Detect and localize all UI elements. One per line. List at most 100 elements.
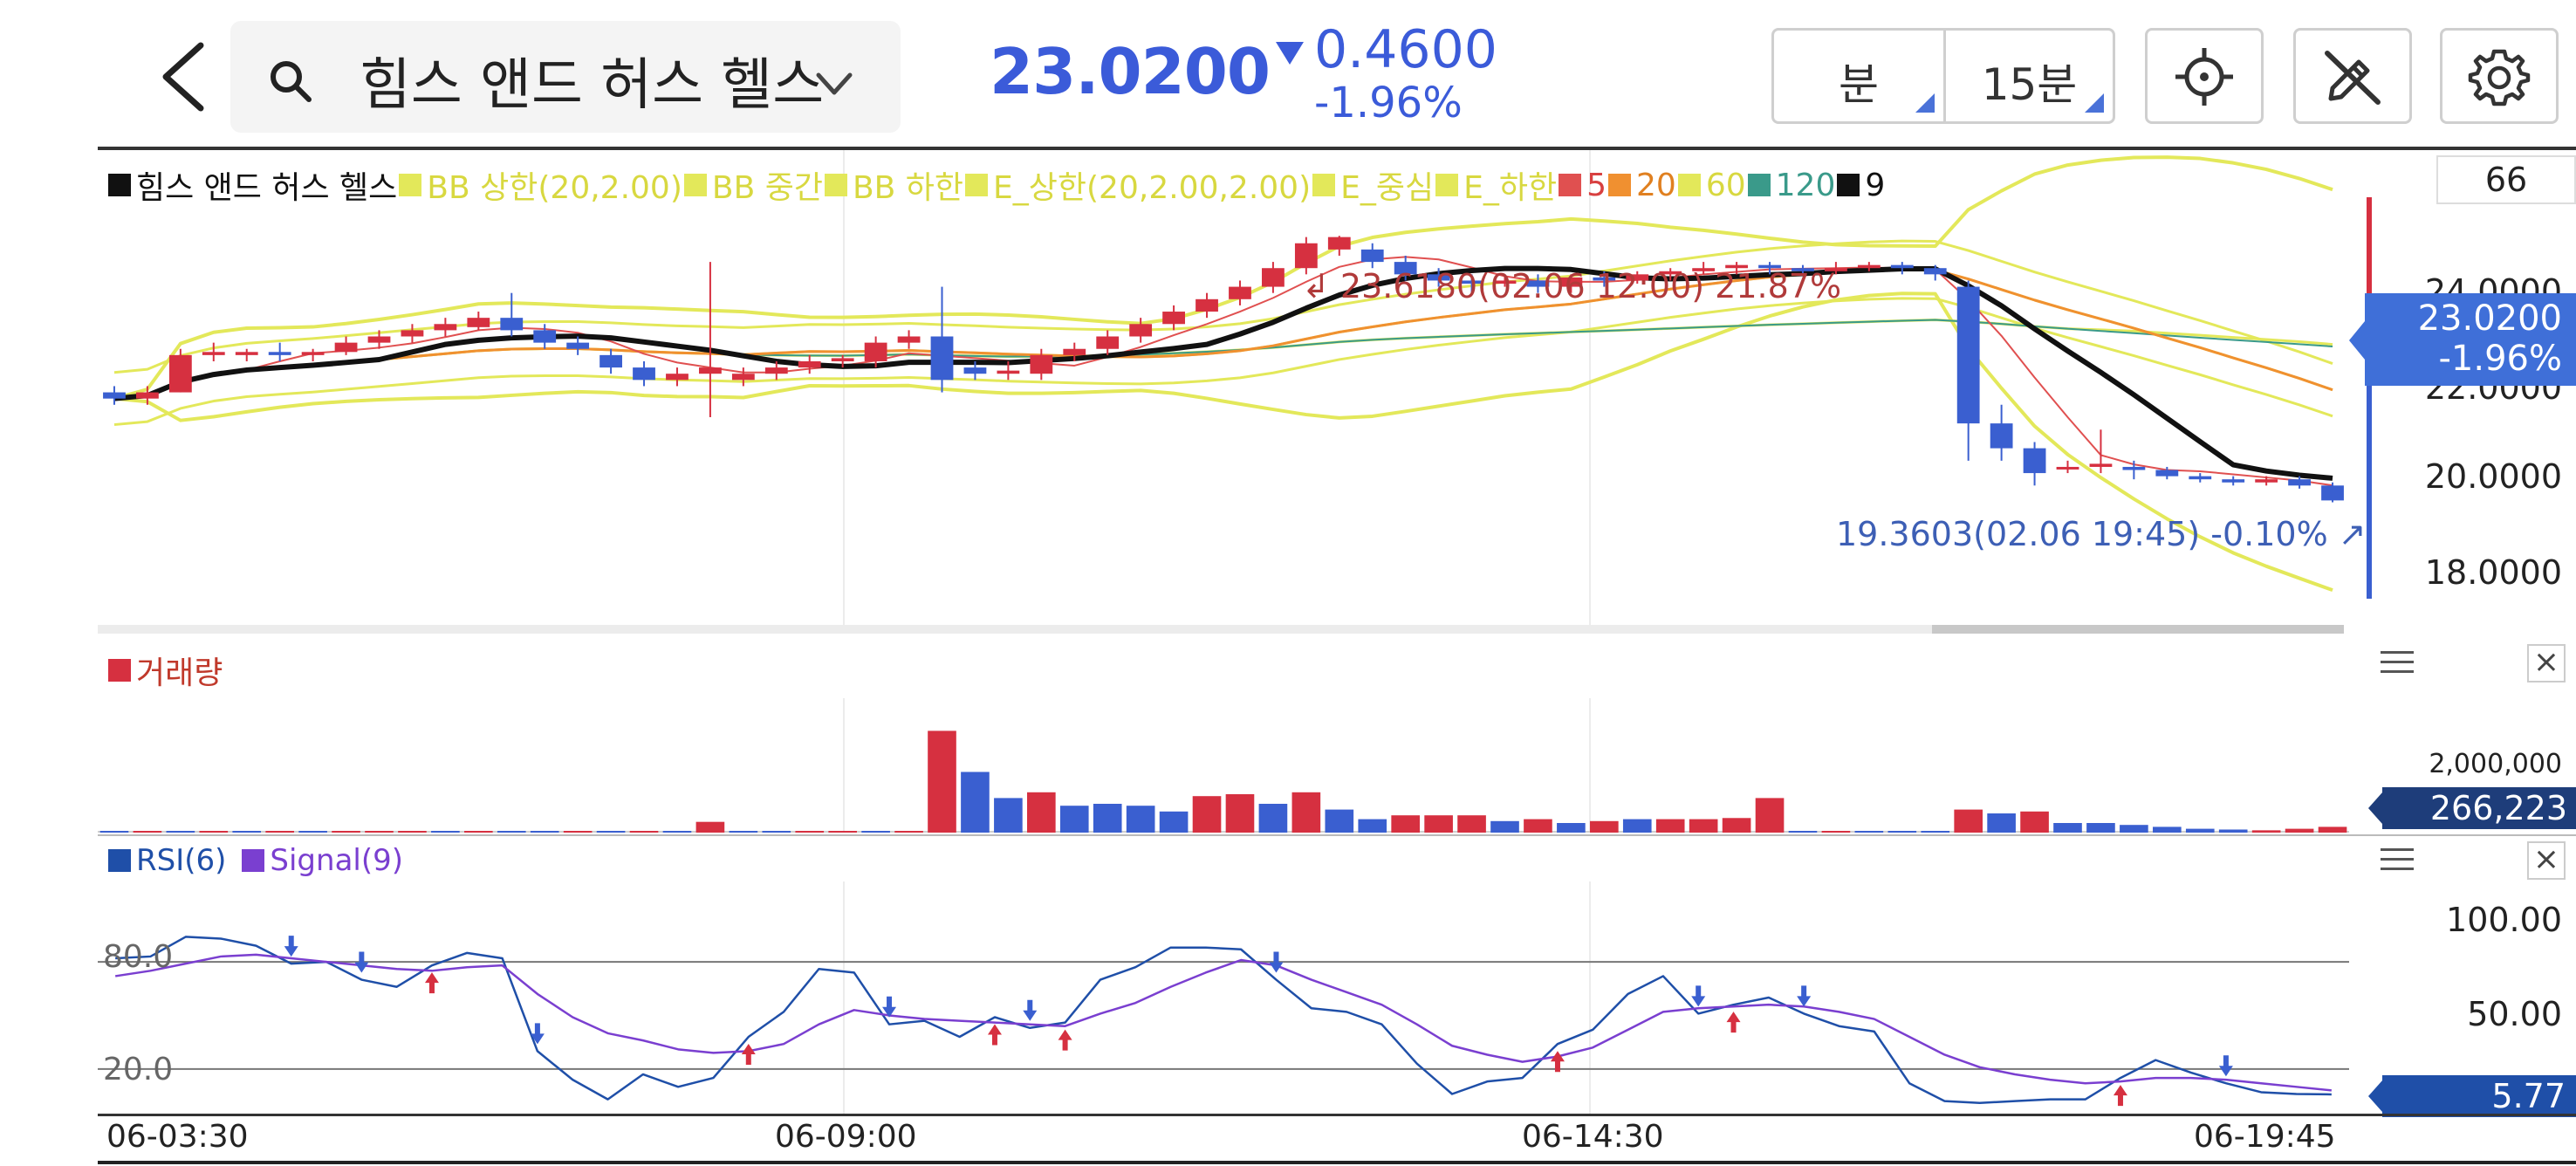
rsi-legend[interactable]: RSI(6) Signal(9) [108, 843, 403, 878]
volume-bar [1490, 820, 1519, 833]
candle-body [1956, 286, 1980, 424]
sell-signal-arrow [882, 996, 897, 1018]
legend-item-env-upper[interactable]: E_상한(20,2.00,2.00) [965, 162, 1311, 208]
legend-item-ma20[interactable]: 20 [1608, 168, 1676, 203]
rsi-chart[interactable] [98, 881, 2349, 1114]
ma5-line [113, 256, 2333, 487]
volume-bar [1524, 819, 1552, 833]
candle-body [1857, 264, 1881, 269]
candle-body [235, 352, 258, 355]
indicator-legend[interactable]: 힘스 앤드 허스 헬스 BB 상한(20,2.00) BB 중간 BB 하한 E… [108, 162, 1887, 208]
volume-bar [1093, 804, 1122, 833]
candle-body [897, 336, 921, 343]
volume-bar [795, 831, 825, 833]
period-unit-button[interactable]: 분 [1774, 31, 1943, 121]
legend-item-ma9[interactable]: 9 [1837, 168, 1885, 203]
legend-item-env-lower[interactable]: E_하한 [1435, 162, 1557, 208]
time-axis-line [98, 1114, 2576, 1116]
close-icon[interactable]: × [2527, 841, 2566, 880]
crosshair-icon [2175, 48, 2233, 106]
volume-bar [1391, 815, 1420, 833]
candle-body [666, 374, 689, 381]
buy-signal-arrow [2113, 1085, 2127, 1107]
time-axis-label: 06-14:30 [1522, 1119, 1664, 1155]
legend-item-ma120[interactable]: 120 [1747, 167, 1836, 203]
candle-body [1526, 280, 1550, 287]
gear-icon [2468, 49, 2531, 106]
legend-swatch [1837, 174, 1860, 196]
volume-bar [2251, 830, 2281, 833]
ma20-line [113, 268, 2333, 401]
candle-body [1196, 298, 1218, 312]
chart-scroll-track[interactable] [98, 625, 2344, 634]
candle-body [401, 330, 424, 337]
tag-price: 23.0200 [2417, 298, 2562, 339]
candle-count-box[interactable]: 66 [2436, 155, 2576, 204]
volume-bar [99, 831, 129, 833]
volume-bar [2285, 828, 2314, 833]
candle-body [1692, 268, 1716, 271]
stock-search-box[interactable]: 힘스 앤드 허스 헬스 [230, 21, 901, 133]
volume-legend[interactable]: 거래량 [108, 648, 223, 693]
legend-label: 120 [1775, 167, 1836, 203]
back-arrow-icon[interactable] [157, 40, 209, 113]
volume-bar [1854, 831, 1884, 833]
sell-signal-arrow [354, 951, 369, 973]
sell-signal-arrow [1797, 985, 1812, 1007]
current-price-tag: 23.0200 -1.96% [2349, 293, 2576, 386]
header-divider [98, 147, 2576, 150]
price-chart[interactable] [98, 150, 2470, 628]
candle-body [930, 336, 954, 381]
candle-body [1725, 264, 1748, 269]
period-interval-label: 15분 [1981, 59, 2078, 110]
menu-icon[interactable] [2381, 847, 2414, 873]
buy-signal-arrow [1058, 1029, 1072, 1051]
candle-body [1493, 280, 1517, 285]
legend-item-price[interactable]: 힘스 앤드 허스 헬스 [108, 162, 397, 208]
rsi-line [115, 936, 2332, 1104]
legend-item-env-center[interactable]: E_중심 [1312, 162, 1434, 208]
candle-body [633, 367, 655, 381]
down-arrow-marker-icon: ↲ [1302, 267, 1340, 305]
legend-item-bb-lower[interactable]: BB 하한 [824, 162, 963, 208]
drawing-tools-button[interactable] [2293, 28, 2412, 124]
candle-body [1890, 264, 1914, 269]
legend-swatch [1677, 174, 1701, 196]
price-axis[interactable]: 24.0000 22.0000 20.0000 18.0000 [2365, 150, 2576, 628]
volume-bar [1622, 819, 1652, 833]
chevron-down-icon[interactable] [813, 66, 855, 101]
low-annotation-text: 19.3603(02.06 19:45) -0.10% [1836, 515, 2328, 553]
candle-body [1659, 271, 1682, 275]
volume-bar [1027, 792, 1056, 833]
menu-icon[interactable] [2381, 649, 2414, 676]
candle-body [1559, 277, 1583, 287]
candle-body [699, 367, 722, 374]
volume-bar [2185, 828, 2215, 833]
crosshair-button[interactable] [2145, 28, 2264, 124]
period-interval-button[interactable]: 15분 [1946, 31, 2113, 121]
legend-swatch [399, 174, 422, 196]
legend-item-bb-upper[interactable]: BB 상한(20,2.00) [399, 162, 682, 208]
volume-bar [2318, 826, 2347, 833]
legend-item-bb-middle[interactable]: BB 중간 [683, 162, 823, 208]
volume-bar [1689, 819, 1718, 833]
legend-item-ma60[interactable]: 60 [1677, 168, 1746, 203]
legend-swatch [108, 174, 131, 196]
high-annotation-text: 23.6180(02.06 12:00) 21.87% [1339, 267, 1842, 305]
close-icon[interactable]: × [2527, 644, 2566, 682]
dropdown-corner-icon [1915, 93, 1935, 113]
settings-button[interactable] [2440, 28, 2559, 124]
high-price-annotation: ↲ 23.6180(02.06 12:00) 21.87% [1302, 267, 1841, 305]
candle-body [136, 392, 159, 399]
price-change: 0.4600 [1314, 19, 1497, 80]
legend-label: BB 중간 [711, 170, 823, 206]
chart-scroll-thumb[interactable] [1932, 625, 2344, 634]
volume-bar [332, 831, 360, 833]
volume-chart[interactable] [98, 698, 2349, 833]
volume-bar [166, 831, 195, 833]
legend-label: E_중심 [1340, 170, 1435, 206]
signal-line [114, 953, 2332, 1092]
volume-bar [894, 831, 923, 833]
legend-item-ma5[interactable]: 5 [1559, 168, 1607, 203]
candle-body [467, 318, 490, 327]
